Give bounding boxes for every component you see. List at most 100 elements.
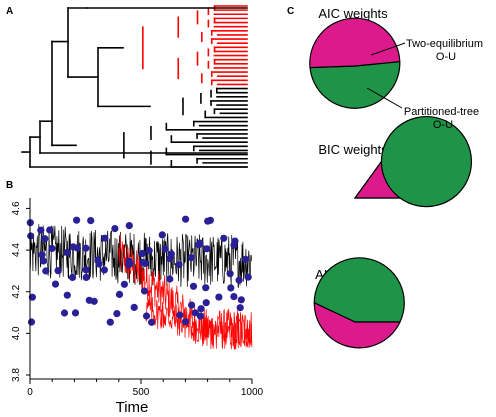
data-point bbox=[227, 284, 235, 292]
data-point bbox=[87, 217, 95, 225]
data-point bbox=[41, 235, 49, 243]
data-point bbox=[39, 257, 48, 265]
annotation-leader-magenta bbox=[366, 87, 403, 109]
data-point bbox=[63, 248, 71, 257]
data-point bbox=[189, 282, 198, 290]
data-point bbox=[100, 266, 108, 274]
pie-aic bbox=[309, 17, 401, 109]
data-point bbox=[95, 260, 103, 268]
data-point bbox=[37, 226, 45, 234]
data-point bbox=[106, 318, 114, 326]
time-series-plot: Time 3.8 4.0 4.2 4.4 4.6 0 500 1000 bbox=[11, 198, 264, 416]
panel-label-b: B bbox=[6, 180, 13, 191]
observation-points bbox=[26, 215, 252, 326]
pie-bic bbox=[353, 116, 473, 208]
x-tick-label: 500 bbox=[133, 387, 150, 398]
data-point bbox=[42, 267, 50, 275]
phylogenetic-tree bbox=[21, 5, 248, 168]
data-point bbox=[226, 270, 234, 278]
data-point bbox=[182, 215, 190, 223]
data-point bbox=[231, 237, 239, 245]
data-point bbox=[27, 232, 35, 240]
y-tick-label: 4.6 bbox=[11, 201, 22, 215]
data-point bbox=[187, 254, 195, 262]
annotation-partitioned-tree-line1: Partitioned-tree bbox=[404, 106, 479, 118]
data-point bbox=[166, 275, 174, 283]
data-point bbox=[242, 255, 250, 263]
data-point bbox=[244, 273, 252, 281]
red-series-path-low bbox=[145, 294, 253, 350]
data-point bbox=[71, 309, 80, 317]
pie-charts: AIC weights BIC weights AICc weights Two… bbox=[309, 6, 486, 349]
pie-aicc bbox=[313, 257, 405, 349]
data-point bbox=[237, 296, 245, 304]
panel-label-c: C bbox=[287, 6, 294, 17]
data-point bbox=[120, 280, 128, 288]
data-point bbox=[161, 245, 169, 253]
data-point bbox=[60, 309, 69, 317]
data-point bbox=[63, 291, 71, 299]
data-point bbox=[138, 249, 146, 258]
data-point bbox=[101, 234, 109, 242]
data-point bbox=[85, 296, 93, 304]
data-point bbox=[204, 217, 212, 225]
annotation-partitioned-tree: Partitioned-tree O-U bbox=[404, 106, 482, 131]
pie-slice-green bbox=[313, 257, 405, 323]
data-point bbox=[181, 318, 190, 326]
x-tick-label: 0 bbox=[27, 387, 33, 398]
data-point bbox=[166, 255, 174, 263]
data-point bbox=[125, 222, 133, 230]
annotation-two-equilibrium-line1: Two-equilibrium bbox=[406, 38, 483, 50]
panel-label-a: A bbox=[6, 6, 13, 17]
y-tick-label: 4.0 bbox=[11, 326, 22, 340]
data-point bbox=[220, 234, 228, 242]
y-tick-label: 4.2 bbox=[11, 284, 22, 298]
pie-slice-magenta bbox=[313, 301, 401, 349]
data-point bbox=[28, 293, 36, 301]
data-point bbox=[191, 309, 199, 317]
data-point bbox=[73, 244, 81, 252]
pie-slice-magenta bbox=[309, 17, 401, 69]
data-point bbox=[188, 301, 196, 309]
annotation-two-equilibrium: Two-equilibrium O-U bbox=[406, 38, 486, 63]
plot-axes: 3.8 4.0 4.2 4.4 4.6 0 500 1000 bbox=[11, 198, 264, 398]
annotation-two-equilibrium-line2: O-U bbox=[436, 51, 456, 63]
data-point bbox=[113, 310, 121, 318]
data-point bbox=[54, 267, 62, 275]
data-point bbox=[215, 293, 223, 301]
data-point bbox=[48, 244, 56, 252]
data-point bbox=[126, 260, 134, 268]
pie-slice-magenta bbox=[353, 159, 402, 199]
data-point bbox=[68, 273, 77, 281]
annotation-partitioned-tree-line2: O-U bbox=[433, 119, 453, 131]
data-point bbox=[158, 231, 166, 239]
data-point bbox=[230, 293, 238, 301]
data-point bbox=[27, 318, 36, 326]
pie-slice-green bbox=[309, 60, 401, 109]
y-tick-label: 4.4 bbox=[11, 243, 22, 257]
data-point bbox=[236, 304, 244, 312]
data-point bbox=[176, 311, 184, 319]
y-tick-label: 3.8 bbox=[11, 368, 22, 382]
data-point bbox=[130, 303, 138, 311]
data-point bbox=[195, 241, 203, 249]
data-point bbox=[148, 318, 156, 326]
data-point bbox=[235, 276, 243, 284]
data-point bbox=[139, 258, 147, 266]
data-point bbox=[46, 226, 54, 234]
data-point bbox=[51, 280, 60, 288]
data-point bbox=[197, 305, 205, 313]
data-point bbox=[140, 287, 149, 295]
data-point bbox=[82, 244, 90, 252]
data-point bbox=[142, 312, 151, 320]
data-point bbox=[202, 299, 210, 307]
data-point bbox=[196, 312, 204, 320]
data-point bbox=[175, 261, 183, 269]
data-point bbox=[115, 290, 124, 298]
data-point bbox=[82, 273, 90, 281]
data-point bbox=[82, 266, 90, 274]
x-tick-label: 1000 bbox=[241, 387, 264, 398]
annotation-leader-green bbox=[370, 42, 406, 56]
data-point bbox=[203, 245, 211, 253]
